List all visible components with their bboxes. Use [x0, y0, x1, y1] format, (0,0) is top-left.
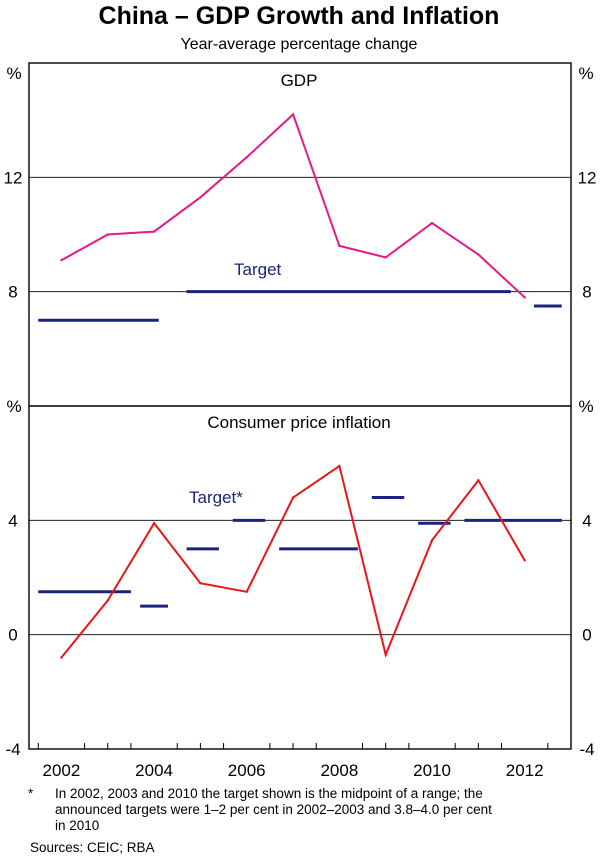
cpi-unit-right: % — [578, 397, 593, 416]
footnote-text: In 2002, 2003 and 2010 the target shown … — [55, 786, 496, 833]
gdp-series-line — [60, 112, 526, 299]
cpi-data-point — [245, 590, 248, 593]
gdp-ytick-left: 12 — [4, 168, 23, 187]
cpi-data-point — [199, 582, 202, 585]
gdp-data-point — [384, 256, 387, 259]
gdp-data-point — [523, 296, 526, 299]
sources: Sources: CEIC; RBA — [30, 840, 155, 855]
gdp-data-point — [152, 230, 156, 233]
cpi-data-point — [430, 539, 434, 542]
cpi-data-point — [152, 521, 156, 525]
cpi-data-point — [60, 656, 63, 659]
cpi-ytick-right: 0 — [582, 626, 591, 645]
x-axis: 2002 2004 2006 2008 2010 2012 — [37, 743, 549, 780]
cpi-data-point — [523, 559, 526, 562]
footnote-line-3: in 2010 — [55, 818, 99, 833]
gdp-unit-right: % — [578, 64, 593, 83]
footnote-marker: * — [28, 786, 34, 801]
cpi-ytick-right: 4 — [582, 511, 591, 530]
x-tick-label: 2004 — [135, 761, 173, 780]
cpi-data-point — [384, 653, 387, 656]
gdp-ytick-left: 8 — [8, 283, 17, 302]
gdp-data-point — [106, 233, 109, 236]
x-tick-label: 2002 — [43, 761, 81, 780]
target-segments — [38, 290, 562, 608]
chart-title: China – GDP Growth and Inflation — [99, 2, 500, 30]
gdp-data-point — [477, 253, 480, 256]
cpi-panel-title: Consumer price inflation — [207, 413, 390, 432]
x-tick-label: 2006 — [228, 761, 266, 780]
gdp-ytick-right: 12 — [578, 168, 597, 187]
cpi-data-point — [291, 496, 295, 499]
gdp-data-point — [291, 113, 295, 116]
cpi-series-line — [60, 464, 526, 659]
cpi-ytick-left: 4 — [8, 511, 17, 530]
cpi-ytick-left: 0 — [8, 626, 17, 645]
cpi-ytick-left: -4 — [5, 740, 20, 759]
cpi-unit-left: % — [6, 397, 21, 416]
gdp-ytick-right: 8 — [582, 283, 591, 302]
gdp-data-point — [338, 244, 341, 248]
x-tick-label: 2008 — [320, 761, 358, 780]
footnote-line-1: In 2002, 2003 and 2010 the target shown … — [55, 786, 483, 801]
cpi-ytick-right: -4 — [579, 740, 594, 759]
gdp-data-point — [199, 196, 202, 199]
series-lines — [60, 112, 526, 659]
cpi-data-point — [106, 599, 109, 602]
x-tick-label: 2010 — [413, 761, 451, 780]
gdp-unit-left: % — [6, 64, 21, 83]
gdp-panel-title: GDP — [281, 71, 318, 90]
footnote-line-2: announced targets were 1–2 per cent in 2… — [55, 802, 492, 817]
cpi-data-point — [477, 479, 480, 482]
gdp-target-label: Target — [234, 260, 282, 279]
x-tick-label: 2012 — [506, 761, 544, 780]
cpi-target-label: Target* — [189, 488, 243, 507]
gdp-data-point — [60, 259, 63, 262]
gdp-data-point — [430, 221, 434, 225]
chart-subtitle: Year-average percentage change — [181, 36, 418, 53]
gdp-data-point — [245, 156, 248, 159]
y-tick-labels: 8 8 12 12 -4 -4 0 0 4 4 — [4, 168, 597, 759]
cpi-data-point — [338, 464, 341, 468]
